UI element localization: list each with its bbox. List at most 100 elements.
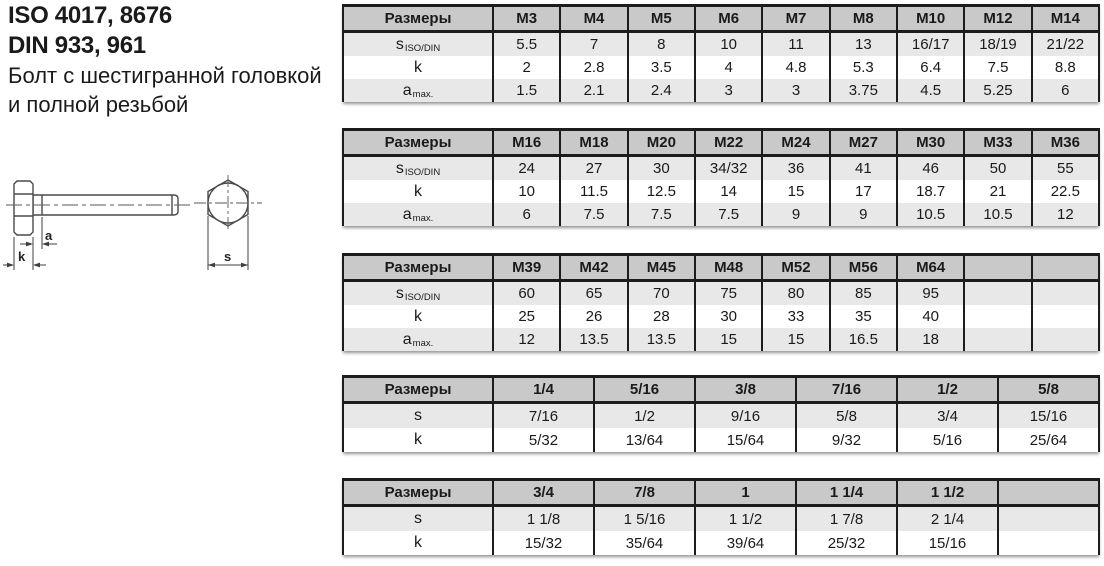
- value-cell: 10: [492, 180, 559, 203]
- spec-table-5: Размеры 3/4 7/8 1 1 1/4 1 1/2 s 1 1/8 1 5/16 1 1/…: [342, 478, 1100, 555]
- value-cell: 25: [492, 305, 559, 328]
- value-cell: 2.1: [559, 79, 627, 102]
- value-cell: 6: [492, 203, 560, 226]
- row-label: k: [344, 531, 492, 555]
- value-cell: 3: [761, 79, 829, 102]
- row-label-symbol: a: [402, 205, 412, 223]
- column-header: M14: [1030, 7, 1098, 33]
- column-header: M6: [694, 7, 762, 33]
- value-cell: 35/64: [593, 531, 694, 555]
- value-cell: 25/32: [795, 531, 896, 555]
- value-cell: 41: [828, 157, 896, 180]
- value-cell: [997, 507, 1098, 531]
- row-label-symbol: s: [395, 159, 404, 177]
- value-cell: 11.5: [559, 180, 626, 203]
- value-cell: 6.4: [896, 56, 963, 79]
- value-cell: 7.5: [559, 203, 627, 226]
- value-cell: [963, 305, 1030, 328]
- table-corner-header: Размеры: [344, 131, 492, 157]
- value-cell: 13/64: [593, 428, 694, 452]
- value-cell: 12: [1030, 203, 1098, 226]
- column-header: 1: [694, 481, 795, 507]
- row-label-symbol: k: [414, 182, 422, 200]
- value-cell: 3.5: [626, 56, 694, 79]
- value-cell: 18.7: [896, 180, 963, 203]
- row-label-subscript: ISO/DIN: [404, 166, 441, 178]
- description-line-1: Болт с шестигранной головкой: [8, 63, 322, 88]
- value-cell: 3: [694, 79, 762, 102]
- value-cell: 2: [492, 56, 559, 79]
- value-cell: 70: [626, 282, 694, 305]
- column-header: 1/4: [492, 378, 593, 404]
- column-header: M42: [559, 256, 627, 282]
- dimension-s-label: s: [224, 249, 231, 264]
- column-header: M7: [761, 7, 829, 33]
- value-cell: 13: [828, 33, 896, 56]
- value-cell: 1 7/8: [795, 507, 896, 531]
- column-header: M45: [626, 256, 694, 282]
- value-cell: [997, 531, 1098, 555]
- column-header: M20: [626, 131, 694, 157]
- column-header: 1 1/2: [896, 481, 997, 507]
- value-cell: [1030, 305, 1098, 328]
- row-label: s ISO/DIN: [344, 157, 492, 180]
- value-cell: 26: [559, 305, 626, 328]
- description-line-2: и полной резьбой: [8, 92, 189, 117]
- column-header: M4: [559, 7, 627, 33]
- dimension-s: s: [207, 216, 249, 270]
- column-header: 3/4: [492, 481, 593, 507]
- value-cell: 4: [694, 56, 761, 79]
- value-cell: 35: [828, 305, 896, 328]
- value-cell: 2.4: [626, 79, 694, 102]
- row-label-symbol: k: [414, 307, 422, 325]
- column-header: M18: [559, 131, 627, 157]
- column-header: M30: [896, 131, 964, 157]
- value-cell: 28: [626, 305, 694, 328]
- value-cell: 3.75: [828, 79, 896, 102]
- value-cell: 1/2: [593, 404, 694, 428]
- value-cell: 3/4: [896, 404, 997, 428]
- value-cell: 21: [963, 180, 1030, 203]
- dimension-k-label: k: [18, 249, 26, 264]
- row-label: a max.: [344, 328, 492, 351]
- value-cell: 15/16: [896, 531, 997, 555]
- value-cell: 10.5: [963, 203, 1031, 226]
- column-header: [997, 481, 1098, 507]
- value-cell: 7.5: [963, 56, 1030, 79]
- column-header: M64: [896, 256, 964, 282]
- value-cell: 22.5: [1030, 180, 1098, 203]
- value-cell: 46: [896, 157, 964, 180]
- table-corner-header: Размеры: [344, 481, 492, 507]
- column-header: 3/8: [694, 378, 795, 404]
- value-cell: 85: [828, 282, 896, 305]
- row-label: k: [344, 428, 492, 452]
- column-header: 7/8: [593, 481, 694, 507]
- value-cell: 27: [559, 157, 627, 180]
- value-cell: 1 5/16: [593, 507, 694, 531]
- value-cell: 17: [828, 180, 896, 203]
- value-cell: 7.5: [626, 203, 694, 226]
- row-label: s ISO/DIN: [344, 33, 492, 56]
- value-cell: 5.5: [492, 33, 560, 56]
- value-cell: 30: [626, 157, 694, 180]
- value-cell: 9/16: [694, 404, 795, 428]
- value-cell: 10: [694, 33, 762, 56]
- column-header: 5/8: [997, 378, 1098, 404]
- value-cell: 9: [828, 203, 896, 226]
- value-cell: 2.8: [559, 56, 626, 79]
- row-label: k: [344, 56, 492, 79]
- value-cell: 8: [626, 33, 694, 56]
- standard-iso: ISO 4017, 8676: [8, 2, 172, 29]
- column-header: M16: [492, 131, 560, 157]
- row-label-symbol: s: [414, 407, 422, 424]
- column-header: M22: [694, 131, 762, 157]
- value-cell: 2 1/4: [896, 507, 997, 531]
- value-cell: 34/32: [694, 157, 762, 180]
- value-cell: 21/22: [1030, 33, 1098, 56]
- spec-table-1: Размеры M3 M4 M5 M6 M7 M8 M10 M12 M14 s ISO/DIN 5.5 7…: [342, 4, 1100, 102]
- value-cell: 15/32: [492, 531, 593, 555]
- value-cell: 1 1/8: [492, 507, 593, 531]
- value-cell: 50: [963, 157, 1031, 180]
- value-cell: 24: [492, 157, 560, 180]
- column-header: [963, 256, 1031, 282]
